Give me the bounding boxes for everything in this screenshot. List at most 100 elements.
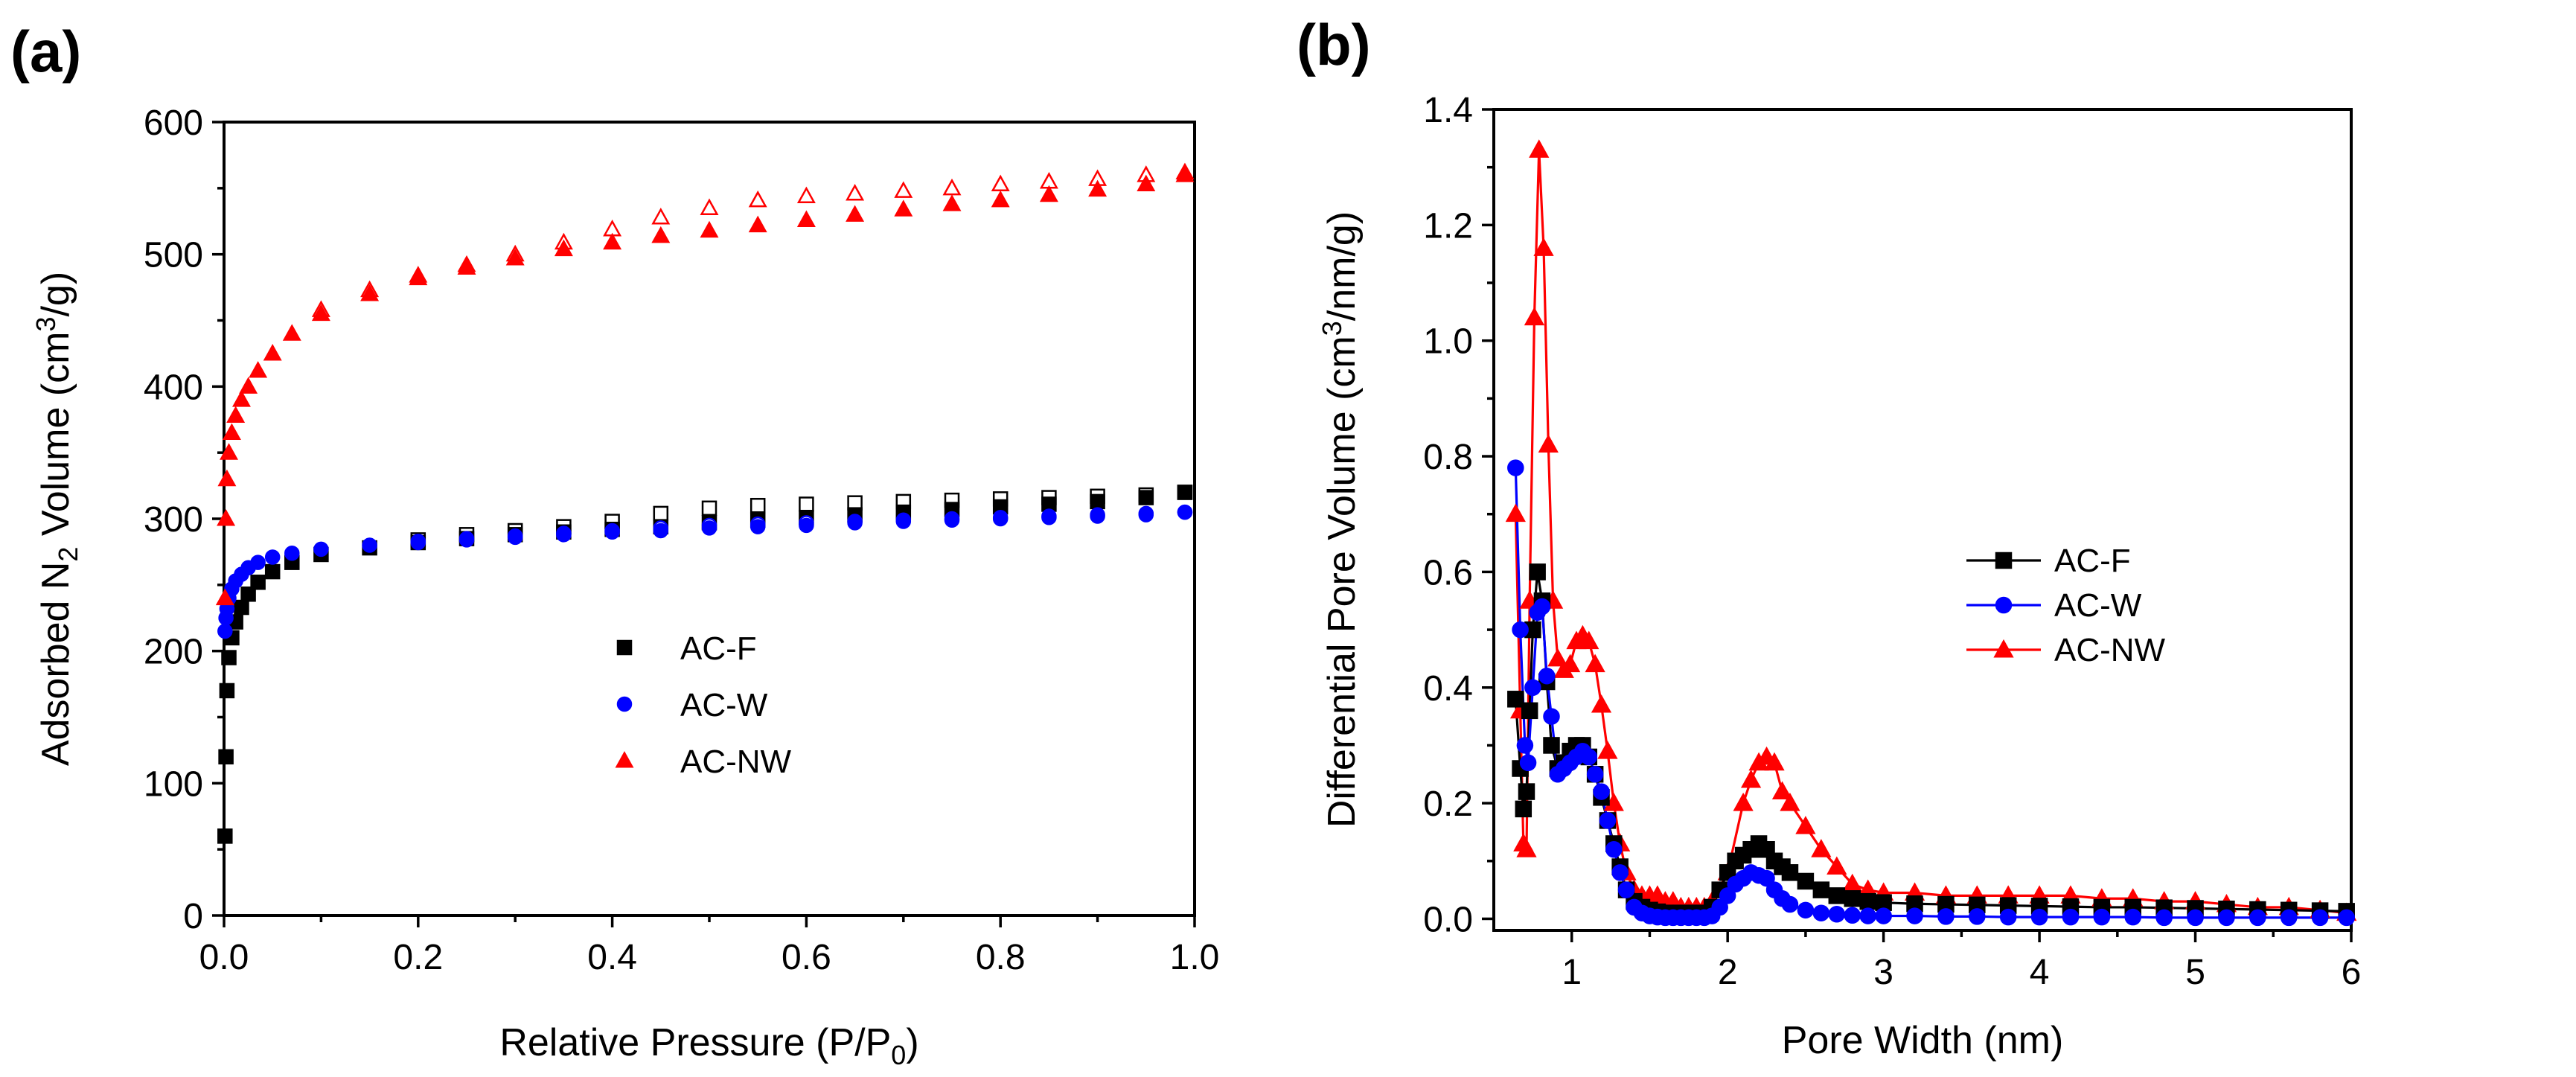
data-point-ac-nw <box>1516 839 1537 857</box>
data-point-ac-nw <box>1764 752 1785 771</box>
legend-label-ac-nw: AC-NW <box>2054 632 2166 668</box>
series-line-ac-w <box>1514 467 2347 919</box>
data-point-ac-w <box>1543 708 1560 725</box>
adsorption-point-ac-f <box>250 575 266 590</box>
pore-size-chart: (b) 1 2 3 4 5 60.00.20.40.60.81.01.21.4 AC-FA… <box>1297 12 2362 1062</box>
adsorption-point-ac-w <box>313 541 329 557</box>
panel-b: (b) 1 2 3 4 5 6 0.0 0.2 0.4 0.6 0.8 1.0 1.2 1.4 AC-F A… <box>1295 0 2576 1077</box>
data-point-ac-f <box>1518 783 1535 800</box>
adsorption-point-ac-f <box>218 749 234 765</box>
adsorption-point-ac-f <box>219 683 235 699</box>
adsorption-point-ac-nw <box>991 190 1010 208</box>
data-point-ac-w <box>1999 908 2017 926</box>
data-point-ac-w <box>1593 783 1610 800</box>
adsorption-point-ac-nw <box>311 304 330 322</box>
data-point-ac-f <box>1515 800 1533 818</box>
data-point-ac-w <box>1828 906 1846 923</box>
adsorption-point-ac-w <box>362 537 377 553</box>
adsorption-point-ac-nw <box>1137 174 1156 192</box>
data-point-ac-f <box>1828 887 1846 904</box>
adsorption-point-ac-nw <box>215 588 234 606</box>
data-point-ac-nw <box>1585 653 1605 673</box>
adsorption-point-ac-w <box>992 511 1009 527</box>
data-point-ac-nw <box>1529 139 1550 158</box>
legend-marker-ac-w <box>616 696 633 712</box>
legend-marker-ac-nw <box>1993 639 2014 658</box>
data-point-ac-w <box>1605 841 1623 858</box>
y-tick-label-b: 1.2 <box>1423 206 1473 246</box>
data-point-ac-nw <box>1771 781 1793 800</box>
adsorption-point-ac-f <box>1090 493 1105 510</box>
data-point-ac-w <box>1719 887 1736 904</box>
y-tick-label-a: 400 <box>144 368 203 407</box>
x-tick-label-a: 1.0 <box>1170 938 1220 977</box>
desorption-point-ac-nw <box>651 207 671 225</box>
y-tick-label-a: 0 <box>183 897 203 936</box>
data-point-ac-nw <box>1560 653 1581 673</box>
data-point-ac-w <box>2249 909 2266 927</box>
data-point-ac-w <box>1711 898 1728 916</box>
x-tick-label-b: 1 <box>1562 953 1582 992</box>
data-point-ac-w <box>2155 909 2173 927</box>
x-axis-title-a: Relative Pressure (P/P0) <box>499 1021 918 1070</box>
adsorption-point-ac-f <box>234 599 249 616</box>
x-tick-label-a: 0.4 <box>587 938 637 977</box>
adsorption-point-ac-f <box>240 587 256 602</box>
data-point-ac-nw <box>1547 648 1568 667</box>
y-tick-label-b: 0.8 <box>1423 438 1473 477</box>
x-tick-label-b: 3 <box>1873 953 1893 992</box>
adsorption-point-ac-nw <box>603 232 622 250</box>
adsorption-point-ac-w <box>944 512 960 528</box>
adsorption-point-ac-nw <box>217 509 236 526</box>
adsorption-point-ac-w <box>410 534 426 551</box>
x-tick-label-b: 5 <box>2185 953 2205 992</box>
adsorption-point-ac-f <box>1177 485 1193 500</box>
x-tick-label-b: 6 <box>2342 953 2362 992</box>
adsorption-point-ac-nw <box>700 220 719 238</box>
axis-ticks-a: 0.0 0.2 0.4 0.6 0.8 1.0 0 100 200 300 400 500 600 <box>144 103 1219 977</box>
adsorption-point-ac-nw <box>748 215 767 233</box>
adsorption-point-ac-nw <box>1088 179 1108 197</box>
data-point-ac-f <box>1543 737 1560 754</box>
desorption-point-ac-nw <box>700 198 719 216</box>
desorption-point-ac-f <box>799 496 814 512</box>
data-point-ac-f <box>1812 881 1830 898</box>
data-point-ac-nw <box>1740 769 1762 788</box>
data-point-ac-w <box>1538 667 1556 685</box>
adsorption-point-ac-w <box>264 549 281 565</box>
adsorption-point-ac-w <box>847 515 863 531</box>
desorption-point-ac-nw <box>942 178 962 196</box>
desorption-point-ac-nw <box>991 174 1010 192</box>
data-point-ac-nw <box>1795 816 1816 834</box>
legend-label-ac-w: AC-W <box>680 687 768 723</box>
data-point-ac-w <box>1533 598 1551 616</box>
adsorption-point-ac-w <box>507 529 523 546</box>
data-point-ac-w <box>2311 909 2329 927</box>
adsorption-point-ac-w <box>701 520 717 536</box>
y-axis-title-b: Differential Pore Volume (cm3/nm/g) <box>1317 211 1364 828</box>
data-point-ac-w <box>1519 754 1537 771</box>
series-line-ac-f <box>1514 572 2347 915</box>
data-point-ac-f <box>1859 892 1876 910</box>
y-tick-label-b: 0.4 <box>1423 669 1473 709</box>
data-point-ac-w <box>1599 812 1617 829</box>
adsorption-point-ac-nw <box>282 324 301 341</box>
adsorption-point-ac-nw <box>222 423 241 441</box>
data-point-ac-w <box>1844 907 1861 924</box>
y-tick-label-a: 500 <box>144 236 203 275</box>
data-point-ac-w <box>1875 907 1892 924</box>
data-point-ac-w <box>1524 679 1541 697</box>
adsorption-point-ac-nw <box>796 210 816 228</box>
adsorption-point-ac-nw <box>1175 165 1195 182</box>
data-point-ac-nw <box>1524 307 1545 326</box>
data-point-ac-nw <box>1591 694 1612 713</box>
y-tick-label-b: 0.2 <box>1423 784 1473 824</box>
legend-label-ac-w: AC-W <box>2054 587 2142 624</box>
x-tick-label-a: 0.6 <box>782 938 831 977</box>
desorption-point-ac-f <box>750 497 766 514</box>
legend-label-ac-f: AC-F <box>2054 543 2131 579</box>
y-tick-label-a: 300 <box>144 500 203 540</box>
adsorption-point-ac-nw <box>217 469 237 487</box>
data-point-ac-f <box>1507 691 1524 708</box>
adsorption-point-ac-w <box>799 517 814 534</box>
